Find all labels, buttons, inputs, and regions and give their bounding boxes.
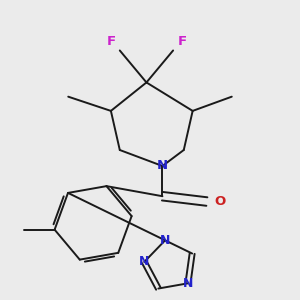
Text: O: O xyxy=(215,195,226,208)
Text: N: N xyxy=(183,277,193,290)
Text: N: N xyxy=(160,234,170,247)
Text: N: N xyxy=(157,160,168,172)
Text: F: F xyxy=(106,35,116,48)
Text: F: F xyxy=(177,35,187,48)
Text: N: N xyxy=(139,256,149,268)
